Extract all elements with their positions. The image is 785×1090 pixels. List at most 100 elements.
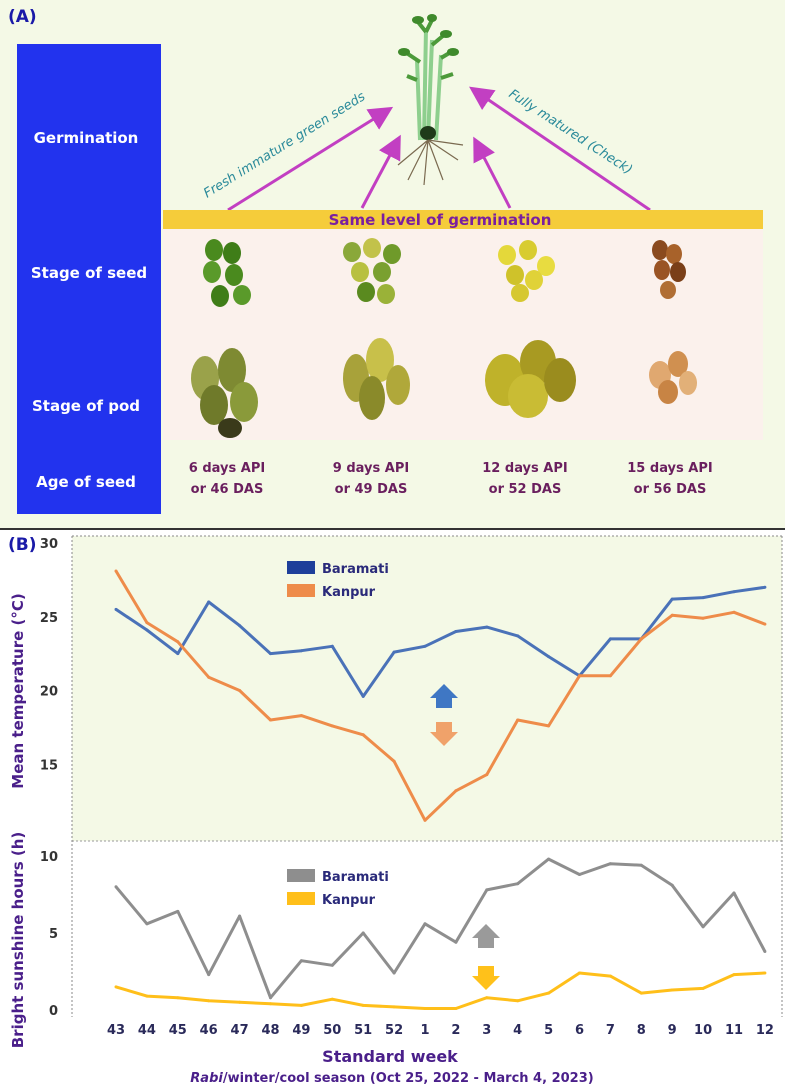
- temperature-point-kanpur-51: [361, 733, 365, 737]
- sunshine-point-baramati-8: [639, 863, 643, 867]
- week-tick-label-48: 48: [261, 1023, 279, 1038]
- week-tick-label-50: 50: [323, 1023, 341, 1038]
- sunshine-tick-label-5: 5: [49, 927, 58, 942]
- temperature-point-baramati-9: [670, 597, 674, 601]
- temperature-axis: 15 20 25 30: [40, 537, 58, 773]
- temperature-point-kanpur-48: [269, 718, 272, 722]
- temperature-tick-label-25: 25: [40, 611, 58, 626]
- age-label-2-line1: 9 days API: [333, 461, 409, 476]
- temperature-point-baramati-52: [392, 650, 396, 654]
- temperature-line-kanpur: [114, 570, 766, 822]
- temperature-down-arrow-icon: [430, 722, 458, 746]
- x-axis-label: Standard week: [322, 1047, 458, 1066]
- arrow-15-days: [469, 86, 651, 212]
- temperature-point-kanpur-45: [176, 640, 180, 644]
- temperature-y-label: Mean temperature (°C): [9, 593, 27, 788]
- week-tick-label-9: 9: [668, 1023, 677, 1038]
- temperature-point-kanpur-4: [516, 718, 520, 722]
- sunshine-point-kanpur-44: [145, 994, 149, 998]
- seeds-12-days: [498, 240, 555, 302]
- season-caption-rest: /winter/cool season (Oct 25, 2022 - Marc…: [223, 1071, 594, 1086]
- week-tick-label-44: 44: [138, 1023, 156, 1038]
- week-tick-label-47: 47: [231, 1023, 249, 1038]
- sunshine-point-baramati-1: [423, 922, 427, 926]
- sunshine-line-kanpur: [115, 971, 765, 1010]
- sunshine-point-kanpur-48: [269, 1002, 272, 1006]
- age-label-1-line2: or 46 DAS: [191, 482, 264, 497]
- week-tick-label-11: 11: [725, 1023, 743, 1038]
- sunshine-legend-label-baramati: Baramati: [322, 870, 389, 885]
- week-tick-label-5: 5: [544, 1023, 553, 1038]
- temperature-point-baramati-2: [454, 630, 458, 633]
- temperature-point-baramati-1: [423, 644, 427, 648]
- week-tick-label-8: 8: [637, 1023, 646, 1038]
- age-label-4-line1: 15 days API: [627, 461, 712, 476]
- sunshine-point-kanpur-12: [763, 971, 767, 975]
- sunshine-point-baramati-10: [701, 925, 705, 929]
- sunshine-point-baramati-4: [516, 882, 520, 886]
- arrow-label-immature: Fresh immature green seeds: [201, 89, 368, 201]
- week-tick-label-2: 2: [451, 1023, 460, 1038]
- age-label-1-line1: 6 days API: [189, 461, 265, 476]
- sunshine-axis: 0 5 10: [40, 850, 58, 1019]
- sunshine-point-baramati-11: [732, 891, 736, 895]
- sunshine-point-kanpur-1: [423, 1007, 427, 1010]
- temperature-point-kanpur-11: [732, 610, 736, 614]
- temperature-point-baramati-10: [701, 596, 705, 600]
- row-label-stage-of-seed: Stage of seed: [31, 264, 147, 282]
- temperature-point-baramati-45: [176, 652, 180, 656]
- sunshine-y-label: Bright sunshine hours (h): [9, 832, 27, 1049]
- temperature-point-kanpur-52: [392, 759, 396, 763]
- sunshine-point-kanpur-2: [454, 1007, 458, 1010]
- sunshine-point-kanpur-52: [392, 1005, 396, 1009]
- sunshine-point-kanpur-11: [732, 973, 736, 977]
- sunshine-legend-swatch-baramati: [287, 869, 315, 882]
- temperature-point-baramati-7: [608, 637, 612, 641]
- season-caption: Rabi/winter/cool season (Oct 25, 2022 - …: [190, 1071, 593, 1086]
- week-tick-label-4: 4: [513, 1023, 522, 1038]
- temperature-legend-swatch-kanpur: [287, 584, 315, 597]
- temperature-point-baramati-44: [145, 628, 149, 632]
- sunshine-point-baramati-48: [269, 996, 272, 1000]
- age-label-2-line2: or 49 DAS: [335, 482, 408, 497]
- temperature-tick-label-15: 15: [40, 758, 58, 773]
- week-tick-label-51: 51: [354, 1023, 372, 1038]
- sunshine-point-kanpur-3: [485, 996, 489, 1000]
- sunshine-legend-swatch-kanpur: [287, 892, 315, 905]
- sunshine-point-kanpur-5: [547, 991, 551, 995]
- sunshine-point-kanpur-8: [639, 991, 643, 995]
- pods-12-days: [485, 340, 576, 418]
- sunshine-line-baramati: [114, 857, 767, 1000]
- sunshine-point-baramati-43: [114, 885, 118, 889]
- panel-a-label: (A): [8, 7, 37, 27]
- temperature-up-arrow-icon: [430, 684, 458, 708]
- series-layer: [114, 569, 767, 1010]
- week-tick-label-45: 45: [169, 1023, 187, 1038]
- sunshine-point-kanpur-43: [114, 985, 118, 989]
- sunshine-point-baramati-52: [392, 971, 396, 975]
- sunshine-point-kanpur-50: [330, 997, 334, 1001]
- row-label-stage-of-pod: Stage of pod: [32, 397, 140, 415]
- temperature-line-baramati: [115, 585, 766, 698]
- temperature-point-baramati-51: [361, 694, 365, 698]
- temperature-point-baramati-11: [732, 590, 736, 594]
- legend-layer: Baramati Kanpur Baramati Kanpur: [287, 561, 389, 908]
- temperature-point-kanpur-2: [454, 789, 458, 793]
- week-tick-label-46: 46: [200, 1023, 218, 1038]
- temperature-point-kanpur-46: [207, 675, 211, 679]
- sunshine-point-baramati-46: [207, 973, 211, 977]
- temperature-point-baramati-3: [485, 625, 489, 629]
- seeds-9-days: [343, 238, 401, 304]
- week-tick-label-1: 1: [420, 1023, 429, 1038]
- temperature-point-baramati-47: [238, 624, 242, 628]
- temperature-point-baramati-50: [330, 644, 334, 648]
- week-tick-label-43: 43: [107, 1023, 125, 1038]
- temperature-point-kanpur-5: [547, 724, 551, 728]
- panel-b-label: (B): [8, 535, 37, 555]
- sunshine-point-baramati-9: [670, 883, 674, 887]
- marker-layer: [430, 684, 500, 990]
- temperature-point-kanpur-3: [485, 773, 489, 777]
- temperature-point-baramati-49: [299, 649, 303, 653]
- temperature-point-baramati-5: [547, 655, 551, 659]
- germination-banner: [163, 210, 763, 229]
